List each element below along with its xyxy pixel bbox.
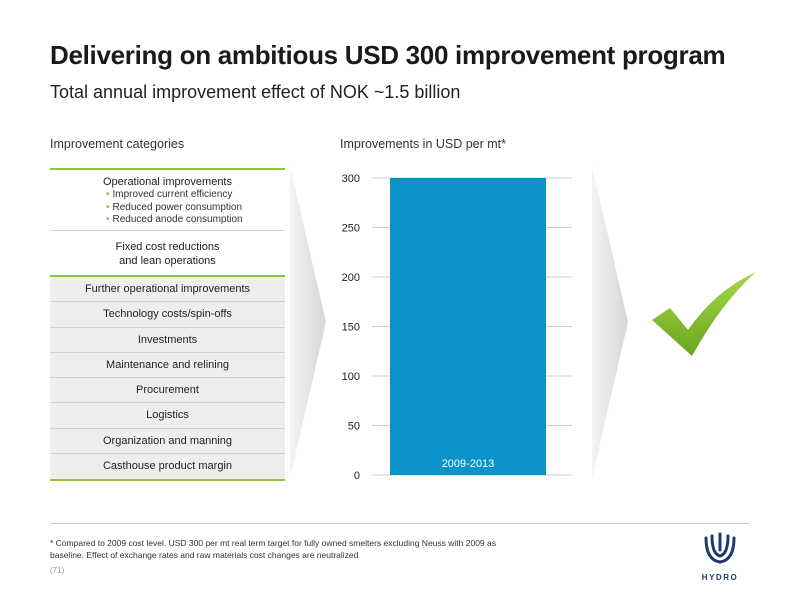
top-green-divider — [50, 168, 285, 170]
bullet-icon: • — [106, 214, 110, 225]
check-mark-icon — [652, 272, 756, 356]
bar-chart: 0 50 100 150 200 250 300 2009-2013 — [342, 173, 572, 482]
y-tick-label: 50 — [348, 421, 360, 433]
y-tick-label: 0 — [354, 470, 360, 482]
fixed-cost-line2: and lean operations — [119, 255, 216, 267]
category-row: Investments — [50, 327, 285, 353]
categories-table: Operational improvements • Improved curre… — [50, 168, 285, 481]
logo-text: HYDRO — [701, 573, 739, 582]
category-label: 2009-2013 — [442, 458, 495, 470]
categories-label: Improvement categories — [50, 137, 185, 151]
page-title: Delivering on ambitious USD 300 improvem… — [50, 40, 726, 70]
bullet-item: • Reduced anode consumption — [106, 214, 243, 225]
category-row: Logistics — [50, 403, 285, 429]
bottom-green-divider — [50, 479, 285, 481]
operational-improvements-title: Operational improvements — [102, 176, 232, 188]
y-tick-label: 300 — [342, 173, 360, 185]
y-tick-label: 200 — [342, 272, 360, 284]
bullet-icon: • — [106, 189, 110, 200]
fixed-cost-line1: Fixed cost reductions — [115, 241, 220, 253]
arrow-right-icon — [290, 166, 326, 478]
operational-bullets: • Improved current efficiency • Reduced po… — [50, 189, 285, 227]
fixed-cost-block: Fixed cost reductions and lean operation… — [50, 231, 285, 275]
category-row: Maintenance and relining — [50, 352, 285, 378]
bar — [390, 178, 546, 475]
hydro-logo-icon — [704, 532, 736, 564]
footnote: * Compared to 2009 cost level. USD 300 p… — [50, 538, 496, 560]
hydro-logo: HYDRO — [695, 530, 745, 582]
bullet-item: • Reduced power consumption — [106, 201, 243, 213]
page-subtitle: Total annual improvement effect of NOK ~… — [50, 82, 461, 102]
footer-divider — [50, 523, 750, 524]
y-tick-label: 250 — [342, 223, 360, 235]
category-row: Further operational improvements — [50, 277, 285, 303]
y-tick-label: 150 — [342, 322, 360, 334]
y-tick-label: 100 — [342, 371, 360, 383]
category-row: Casthouse product margin — [50, 453, 285, 479]
operational-improvements-block: Operational improvements • Improved curre… — [50, 170, 285, 231]
chart-label: Improvements in USD per mt* — [340, 137, 507, 151]
bullet-item: • Improved current efficiency — [106, 189, 233, 200]
category-row: Procurement — [50, 378, 285, 404]
bullet-icon: • — [106, 201, 110, 213]
page-number: (71) — [50, 566, 65, 575]
category-row: Technology costs/spin-offs — [50, 302, 285, 328]
category-row: Organization and manning — [50, 428, 285, 454]
middle-green-divider — [50, 275, 285, 277]
arrow-right-icon — [592, 166, 628, 478]
